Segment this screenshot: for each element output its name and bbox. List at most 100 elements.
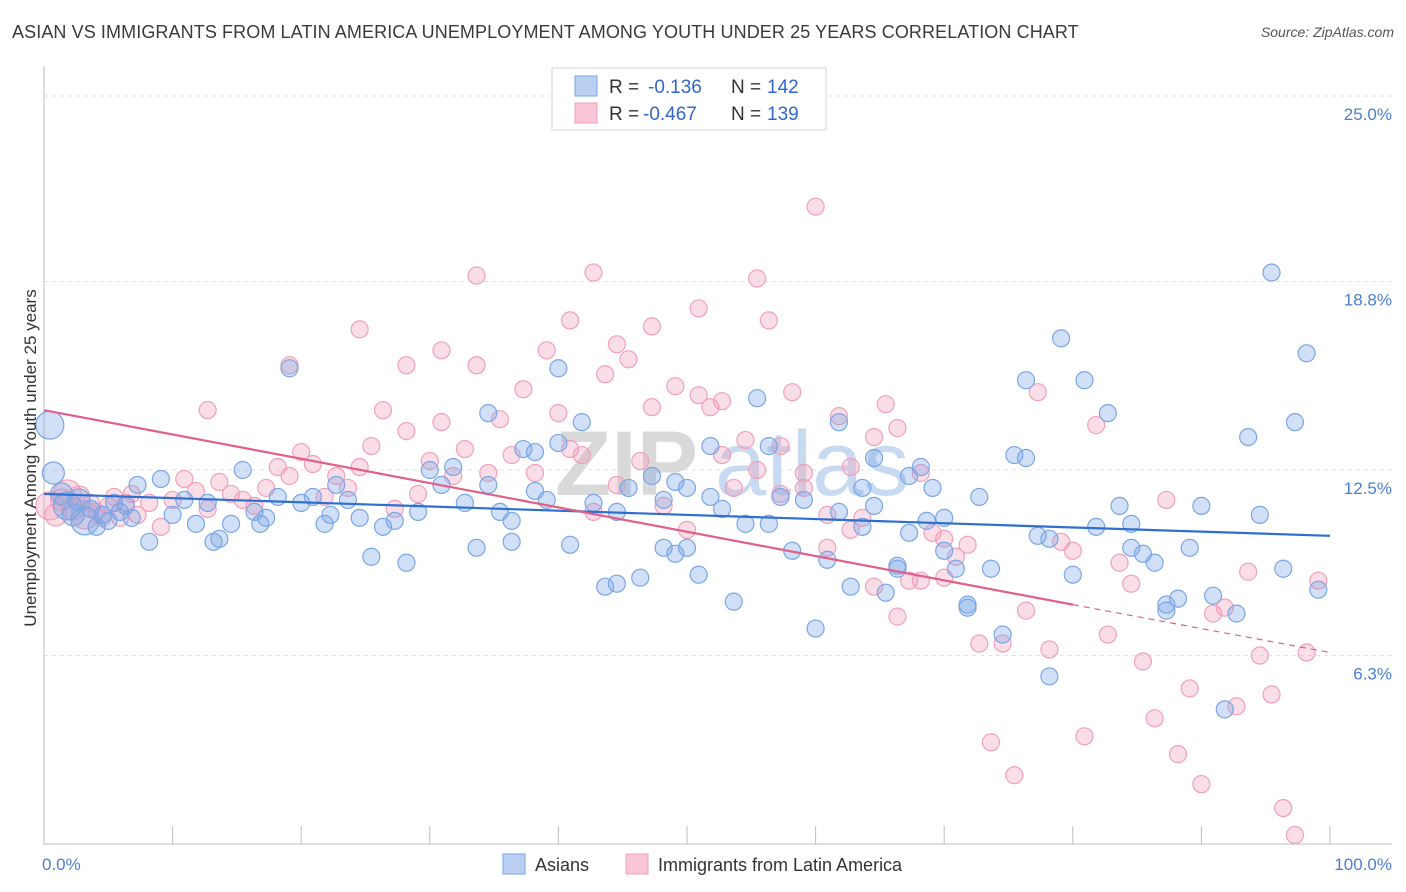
latam-point (210, 472, 229, 492)
asians-point (1203, 586, 1223, 605)
asians-point (1262, 263, 1281, 282)
asians-point (900, 466, 919, 486)
asians-point (701, 436, 720, 456)
asians-point (864, 448, 884, 468)
latam-point (560, 311, 580, 330)
asians-point (806, 619, 825, 638)
latam-point (455, 439, 474, 459)
asians-point (748, 389, 767, 408)
trend-lines (43, 409, 1331, 654)
asians-point (186, 514, 206, 533)
latam-point (198, 499, 217, 518)
asians-point (771, 487, 790, 507)
latam-point (1262, 685, 1281, 704)
asians-point (409, 502, 428, 521)
asians-point (198, 493, 217, 513)
latam-point (596, 365, 615, 384)
bottom-legend: Asians Immigrants from Latin America (502, 853, 903, 875)
latam-point (1110, 553, 1129, 572)
latam-point (794, 463, 814, 483)
asians-point (502, 511, 521, 530)
asians-point (1016, 371, 1036, 390)
latam-points (35, 197, 1328, 845)
latam-point (876, 395, 895, 414)
chart-title: ASIAN VS IMMIGRANTS FROM LATIN AMERICA U… (12, 22, 1079, 42)
latam-point (1016, 601, 1036, 620)
asians-point (759, 436, 778, 456)
latam-point (1250, 646, 1269, 665)
asians-point (993, 625, 1012, 644)
asians-point (444, 457, 463, 477)
latam-point (280, 466, 299, 486)
asians-point (385, 511, 404, 530)
asians-point (321, 505, 340, 524)
asians-point (958, 598, 977, 617)
asians-point (122, 508, 141, 527)
latam-point (467, 266, 486, 285)
latam-point (362, 436, 381, 456)
asians-point (1157, 601, 1176, 620)
latam-point (432, 341, 451, 360)
asians-point (1145, 553, 1164, 572)
asians-point (151, 469, 171, 489)
latam-point (783, 383, 802, 402)
asians-point (1215, 700, 1234, 719)
latam-point (122, 484, 141, 504)
asians-point (677, 538, 697, 557)
asians-point (467, 538, 486, 557)
asians-point (923, 478, 942, 498)
grid-lines (44, 95, 1392, 657)
latam-point (911, 463, 930, 483)
asians-point (1168, 589, 1188, 608)
latam-point (1075, 727, 1094, 746)
asians-point (1250, 505, 1269, 524)
asians-point (666, 544, 685, 563)
asians-point (1122, 538, 1141, 557)
asians-point (549, 433, 568, 453)
latam-point (958, 535, 977, 554)
asians-point (1192, 496, 1211, 516)
asians-point (1309, 580, 1328, 599)
legend-asians-r-value: -0.136 (648, 77, 702, 98)
latam-point (1133, 652, 1153, 671)
latam-point (397, 422, 416, 441)
latam-point (607, 335, 626, 354)
latam-trend-line (43, 409, 1074, 606)
latam-point (701, 398, 720, 417)
latam-point (888, 607, 907, 626)
latam-point (151, 517, 171, 536)
asians-point (362, 547, 381, 566)
latam-point (981, 733, 1001, 752)
latam-point (502, 445, 521, 465)
asians-point (560, 535, 580, 554)
asians-point (607, 574, 626, 593)
asians-point (1040, 529, 1059, 548)
asians-point (397, 553, 416, 572)
bottom-legend-latam-swatch (625, 853, 649, 875)
asians-point (829, 413, 849, 432)
asians-point (525, 442, 545, 462)
latam-point (584, 263, 603, 282)
asians-point (876, 583, 895, 602)
latam-point (560, 439, 580, 459)
asians-point (981, 559, 1001, 578)
latam-point (1157, 490, 1176, 510)
latam-point (1005, 766, 1024, 785)
latam-point (467, 356, 486, 375)
legend-asians-swatch (574, 75, 598, 97)
asians-point (327, 475, 346, 495)
asians-point (1180, 538, 1199, 557)
asians-point (128, 475, 147, 495)
asians-point (245, 502, 264, 521)
latam-point (864, 577, 884, 596)
asians-point (759, 514, 778, 533)
x-tick-label: 100.0% (1334, 855, 1392, 874)
asians-point (280, 359, 299, 378)
latam-point (689, 386, 708, 405)
asians-point (210, 529, 229, 548)
x-tick-labels: 0.0% 100.0% (42, 855, 1392, 874)
asians-point (479, 475, 498, 495)
latam-point (829, 407, 849, 426)
asians-point (315, 514, 334, 533)
asians-point (373, 517, 393, 536)
